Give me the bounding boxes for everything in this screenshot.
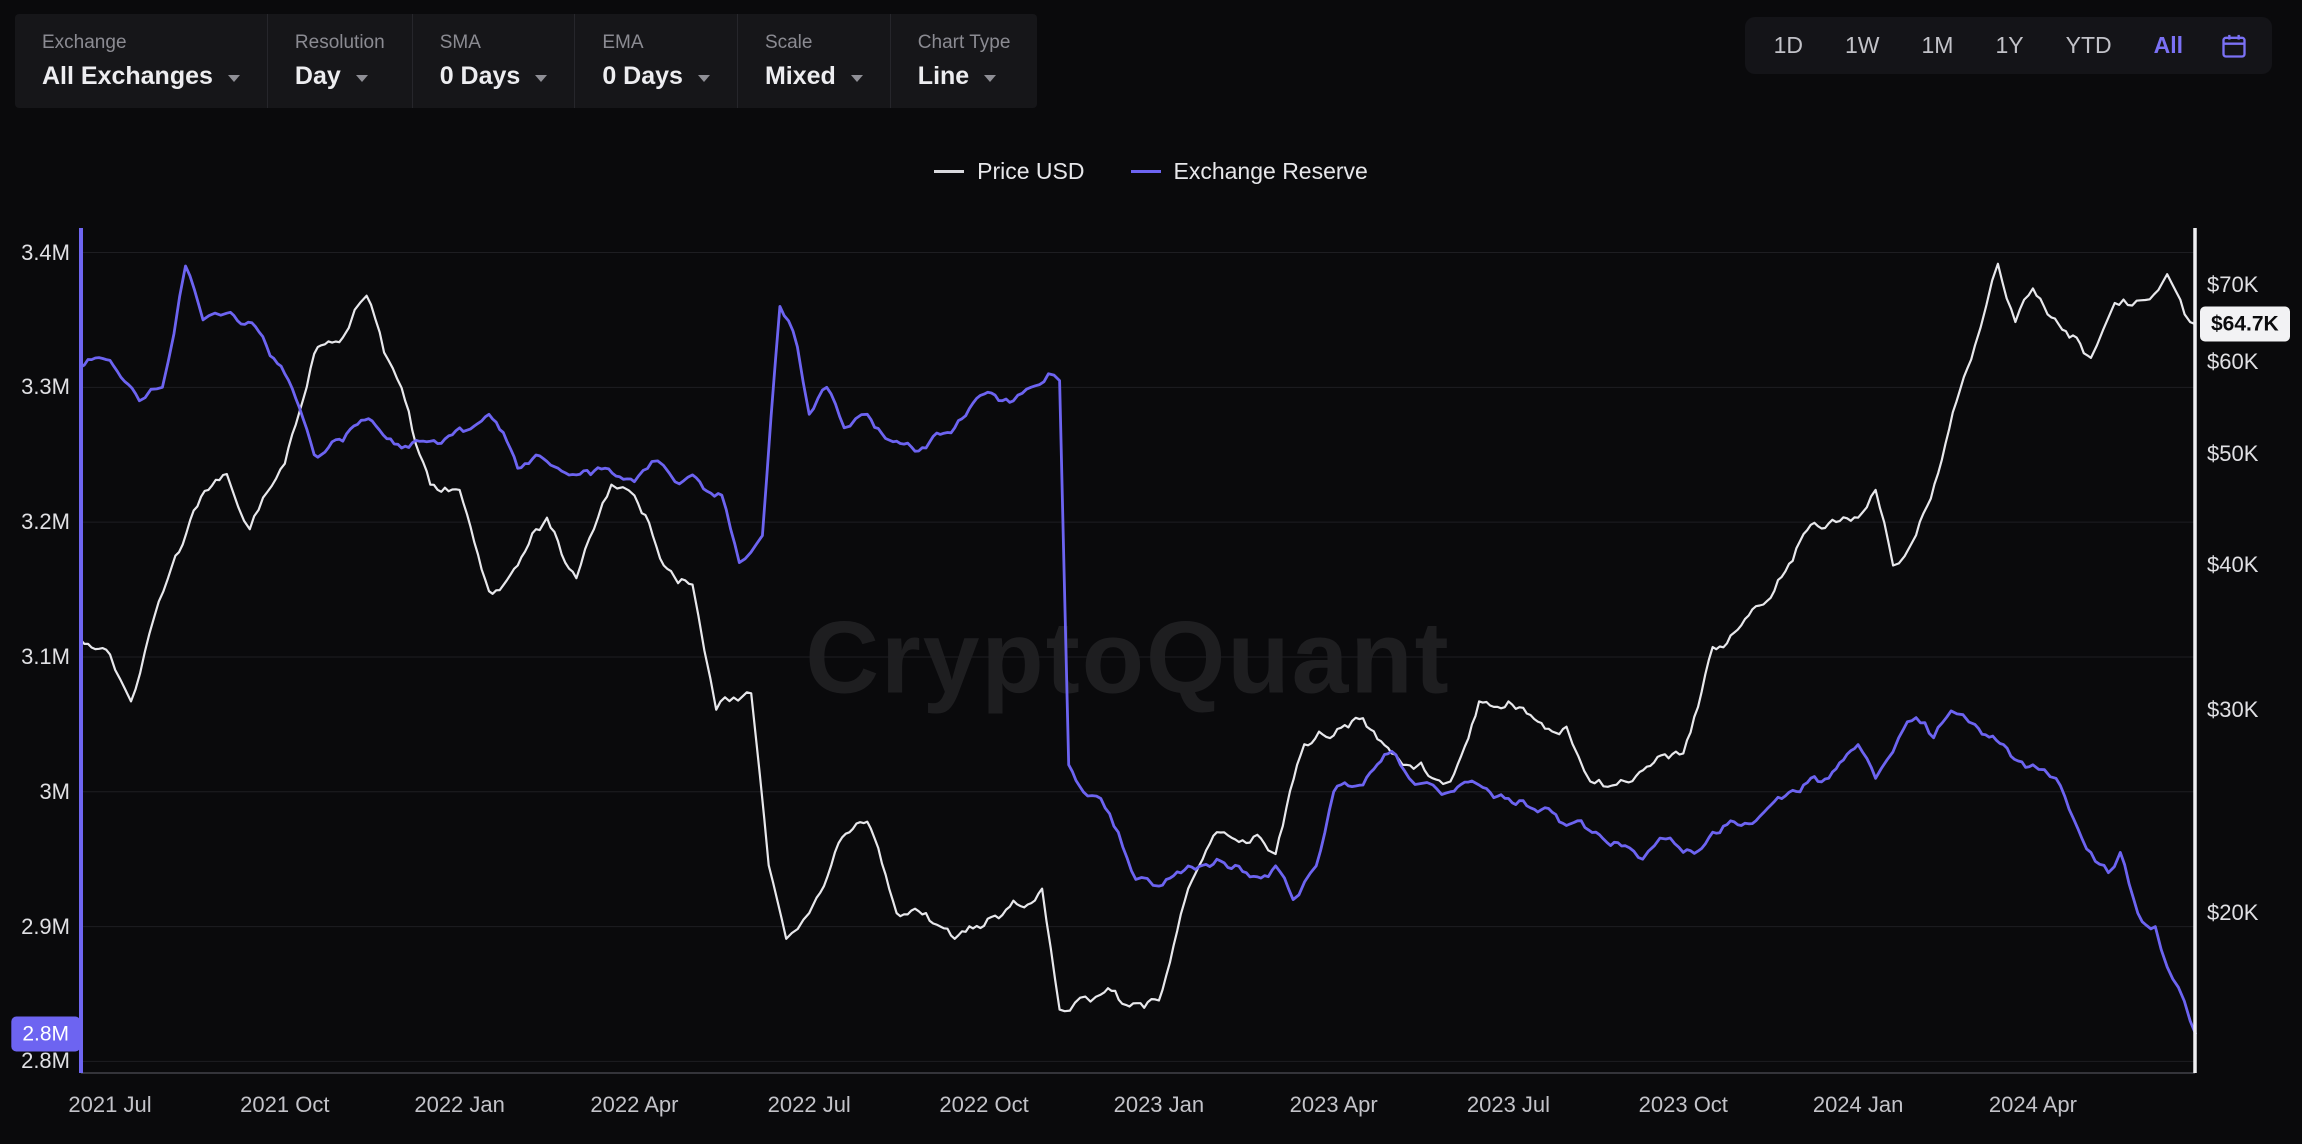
x-axis-tick: 2021 Jul (68, 1092, 152, 1117)
y-axis-left-tick: 3.1M (21, 643, 70, 669)
exchange-reserve-last-value-badge: 2.8M (11, 1016, 80, 1052)
chevron-down-icon (535, 74, 548, 82)
chevron-down-icon (355, 74, 368, 82)
toolbar-group-chart-type[interactable]: Chart Type Line (889, 14, 1038, 108)
toolbar-group-value: All Exchanges (42, 61, 213, 90)
toolbar-group-label: Chart Type (917, 31, 1011, 53)
toolbar-group-resolution[interactable]: Resolution Day (266, 14, 412, 108)
toolbar-group-label: Exchange (42, 31, 127, 53)
x-axis-tick: 2022 Jul (767, 1092, 851, 1117)
toolbar-group-value-row: All Exchanges (42, 62, 240, 91)
legend-swatch (1130, 170, 1161, 173)
y-axis-right-tick: $50K (2207, 440, 2259, 466)
legend-label: Price USD (977, 158, 1085, 184)
toolbar-group-sma[interactable]: SMA 0 Days (411, 14, 575, 108)
toolbar-group-value: 0 Days (439, 61, 521, 90)
x-axis-tick: 2022 Apr (590, 1092, 679, 1117)
y-axis-left-tick: 3.2M (21, 509, 70, 535)
toolbar-group-scale[interactable]: Scale Mixed (736, 14, 890, 108)
x-axis-tick: 2022 Oct (939, 1092, 1029, 1117)
range-button-1m[interactable]: 1M (1901, 17, 1975, 74)
chevron-down-icon (697, 74, 710, 82)
legend-item-exchange-reserve[interactable]: Exchange Reserve (1130, 158, 1368, 185)
chevron-down-icon (850, 74, 863, 82)
chart-legend: Price USD Exchange Reserve (0, 158, 2302, 185)
x-axis-tick: 2023 Jul (1466, 1092, 1551, 1117)
x-axis-tick: 2024 Apr (1988, 1092, 2077, 1117)
legend-item-price-usd[interactable]: Price USD (934, 158, 1085, 185)
x-axis-tick: 2023 Apr (1289, 1092, 1378, 1117)
toolbar-group-value-row: Mixed (765, 62, 863, 91)
y-axis-right-tick: $30K (2207, 696, 2259, 722)
calendar-icon (2222, 34, 2246, 58)
y-axis-right-tick: $60K (2207, 349, 2259, 375)
cryptoquant-watermark: CryptoQuant (805, 600, 1451, 715)
toolbar-group-value: Day (294, 61, 341, 90)
y-axis-left-tick: 3M (39, 778, 70, 804)
x-axis-tick: 2022 Jan (414, 1092, 505, 1117)
range-button-all[interactable]: All (2133, 17, 2204, 74)
range-button-1d[interactable]: 1D (1753, 17, 1824, 74)
y-axis-right-tick: $40K (2207, 552, 2259, 578)
x-axis-tick: 2023 Oct (1638, 1092, 1728, 1117)
y-axis-left-tick: 3.4M (21, 239, 70, 265)
toolbar-group-label: EMA (602, 31, 644, 53)
toolbar-group-label: Resolution (294, 31, 385, 53)
toolbar-group-label: Scale (764, 31, 813, 53)
toolbar-group-value-row: Day (295, 62, 385, 91)
toolbar-group-value-row: 0 Days (440, 62, 548, 91)
x-axis-tick: 2024 Jan (1812, 1092, 1904, 1117)
exchange-reserve-line (79, 264, 2198, 1035)
time-range-bar: 1D 1W 1M 1Y YTD All (1744, 17, 2272, 74)
chevron-down-icon (227, 74, 240, 82)
y-axis-right-tick: $70K (2207, 271, 2259, 297)
toolbar-group-value-row: Line (918, 62, 1011, 91)
price-last-value-badge: $64.7K (2200, 306, 2290, 342)
y-axis-left-tick: 2.9M (21, 913, 70, 939)
price-usd-line (79, 262, 2197, 1013)
toolbar-group-value: Mixed (764, 61, 836, 90)
x-axis-tick: 2021 Oct (240, 1092, 330, 1117)
y-axis-left-tick: 2.8M (21, 1048, 70, 1074)
toolbar-group-value-row: 0 Days (602, 62, 710, 91)
range-button-1y[interactable]: 1Y (1974, 17, 2044, 74)
toolbar-group-exchange[interactable]: Exchange All Exchanges (15, 14, 267, 108)
toolbar-group-ema[interactable]: EMA 0 Days (574, 14, 737, 108)
legend-label: Exchange Reserve (1173, 158, 1368, 184)
toolbar-group-label: SMA (439, 31, 481, 53)
toolbar-group-value: Line (917, 61, 970, 90)
chart-settings-toolbar: Exchange All Exchanges Resolution Day SMA 0 D… (15, 14, 1038, 108)
y-axis-right-tick: $20K (2207, 900, 2259, 926)
y-axis-left-tick: 3.3M (21, 374, 70, 400)
x-axis-tick: 2023 Jan (1113, 1092, 1205, 1117)
chevron-down-icon (984, 74, 997, 82)
range-button-ytd[interactable]: YTD (2045, 17, 2133, 74)
toolbar-group-value: 0 Days (602, 61, 683, 90)
legend-swatch (934, 170, 965, 173)
range-button-1w[interactable]: 1W (1824, 17, 1901, 74)
calendar-button[interactable] (2204, 32, 2264, 60)
